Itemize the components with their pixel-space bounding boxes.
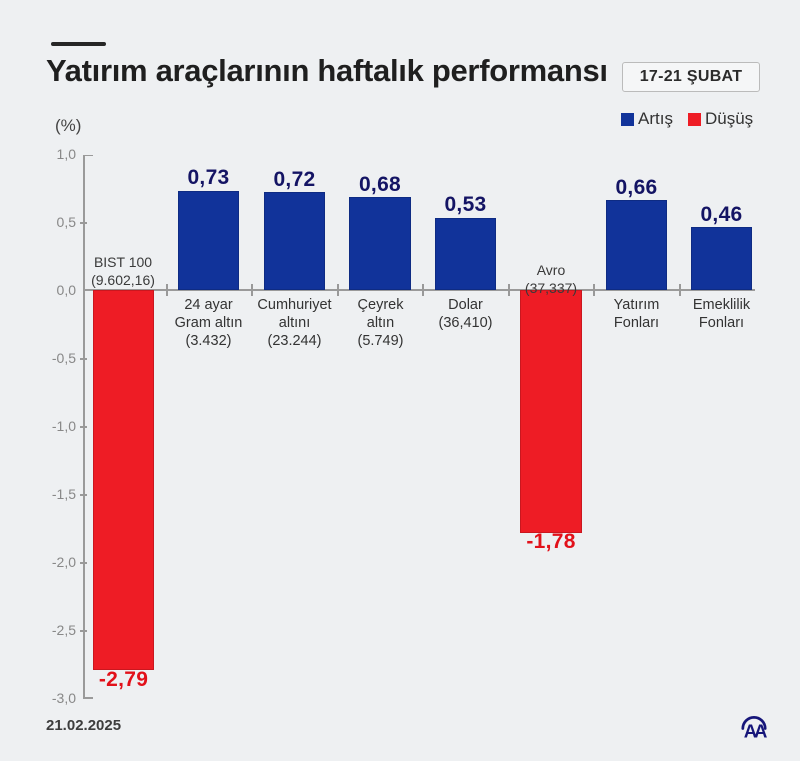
svg-text:AA: AA [744,721,767,742]
